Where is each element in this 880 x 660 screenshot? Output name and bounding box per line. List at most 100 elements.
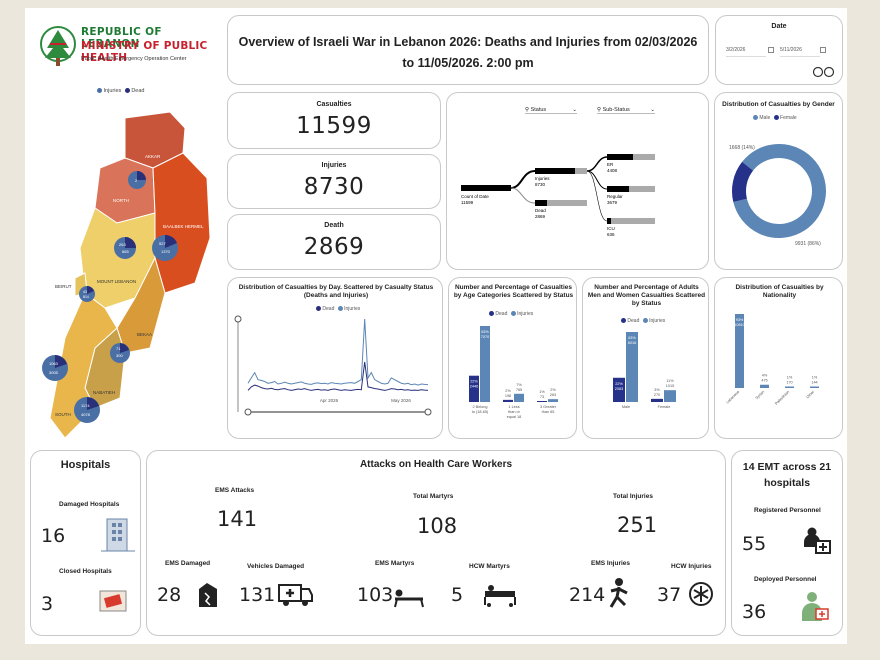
- emt-title-line1: 14 EMT across 21: [742, 461, 832, 473]
- bar-data-label: 1015: [666, 384, 674, 388]
- date-start-input[interactable]: 3/2/2026: [726, 47, 766, 57]
- adults-bar-chart: 22%2083 63%6016 Male 3%270 11%1015 Female: [613, 332, 676, 409]
- x-tick-label: Female: [658, 405, 671, 409]
- daily-chart-title: Distribution of Casualties by Day. Scatt…: [238, 284, 434, 299]
- daily-casualties-card: Distribution of Casualties by Day. Scatt…: [227, 277, 443, 439]
- bar-data-label: 144: [811, 381, 817, 385]
- legend-injuries-label: Injuries: [103, 88, 122, 94]
- x-tick-label: than or: [508, 410, 521, 414]
- ministry-line3: Public Health Emergency Operation Center: [81, 56, 187, 62]
- bar-injuries: [480, 326, 490, 402]
- x-tick-label: 2 Belong: [473, 405, 488, 409]
- hcw-injuries-value: 37: [657, 584, 682, 606]
- label-akkar: AKKAR: [145, 154, 161, 159]
- substatus-filter[interactable]: ⚲ Sub-Status ⌄: [597, 107, 655, 114]
- x-tick-label: 1 Less: [508, 405, 519, 409]
- hcw-martyrs-label: HCW Martyrs: [469, 563, 510, 570]
- lebanon-map: AKKAR NORTH BAALBEK HERMEL BEIRUT MOUNT …: [42, 111, 211, 439]
- svg-text:263: 263: [119, 242, 126, 247]
- total-martyrs-label: Total Martyrs: [413, 493, 454, 500]
- gender-male-label: 9931 (86%): [795, 241, 821, 247]
- bar-nationality: [735, 314, 744, 388]
- x-tick-label: Male: [622, 405, 630, 409]
- legend-dead-dot-4: [621, 318, 626, 324]
- substatus-filter-label: Sub-Status: [602, 107, 630, 113]
- nationality-bar-chart: 93%10810Lebanese4%475Syrian1%170Palestin…: [726, 314, 819, 406]
- total-injuries-value: 251: [617, 513, 658, 537]
- map-pie-south-coast: 1063 3005: [42, 355, 68, 381]
- line-series-injuries: [247, 318, 429, 386]
- hcw-injuries-label: HCW Injuries: [671, 563, 712, 570]
- deployed-personnel-label: Deployed Personnel: [754, 576, 817, 583]
- map-pie-baalbek: 527 1370: [152, 235, 178, 261]
- bar-data-label: 2%: [505, 389, 511, 393]
- bar-data-label: 63%: [481, 330, 489, 334]
- attacks-card: Attacks on Health Care Workers EMS Attac…: [146, 450, 726, 636]
- calendar-end-icon[interactable]: [820, 47, 826, 53]
- range-slider-handles[interactable]: [812, 66, 836, 78]
- svg-text:43: 43: [83, 290, 87, 294]
- bar-injuries: [664, 390, 676, 402]
- date-end-input[interactable]: 5/11/2026: [780, 47, 820, 57]
- ems-martyrs-value: 103: [357, 584, 394, 606]
- svg-text:300: 300: [116, 353, 123, 358]
- svg-text:Count of Date: Count of Date: [461, 194, 489, 199]
- legend-male-dot: [753, 115, 758, 121]
- emt-title-line2: hospitals: [763, 477, 811, 489]
- hospital-building-icon: [101, 518, 135, 552]
- bar-data-label: 73: [540, 395, 544, 399]
- map-pie-north: 2: [128, 171, 146, 189]
- x-tick-label: Palestinian: [774, 390, 790, 406]
- emt-card: 14 EMT across 21 hospitals Registered Pe…: [731, 450, 843, 636]
- hcw-martyrs-value: 5: [451, 584, 464, 606]
- legend-injuries-label-3: Injuries: [517, 311, 534, 317]
- svg-text:11599: 11599: [461, 200, 474, 205]
- adults-legend: Dead Injuries: [621, 318, 665, 324]
- map-panel: Injuries Dead AKKAR NORTH BAALBEK HERMEL: [25, 86, 225, 446]
- svg-text:2869: 2869: [535, 214, 546, 219]
- bar-data-label: 10810: [734, 323, 745, 327]
- x-tick-label: Lebanese: [726, 390, 741, 405]
- svg-text:1370: 1370: [161, 249, 171, 254]
- ministry-logo: REPUBLIC OF LEBANON MINISTRY OF PUBLIC H…: [39, 22, 219, 82]
- bar-nationality: [760, 384, 769, 388]
- bar-data-label: 7070: [481, 335, 489, 339]
- ems-attacks-value: 141: [217, 507, 258, 531]
- label-south: SOUTH: [55, 412, 71, 417]
- cedar-logo-icon: [40, 26, 76, 66]
- legend-dead-dot-2: [316, 306, 321, 312]
- bar-data-label: 63%: [628, 336, 636, 340]
- medic-icon: [802, 592, 829, 621]
- x-tick-label: than 65: [542, 410, 555, 414]
- bar-data-label: 475: [761, 379, 767, 383]
- vehicles-damaged-value: 131: [239, 584, 276, 606]
- bar-data-label: 22%: [470, 380, 478, 384]
- status-filter[interactable]: ⚲ Status ⌄: [525, 107, 577, 114]
- calendar-start-icon[interactable]: [768, 47, 774, 53]
- legend-injuries-label-4: Injuries: [649, 318, 666, 324]
- legend-female-label: Female: [780, 115, 797, 121]
- damaged-hospitals-value: 16: [41, 525, 66, 547]
- ministry-line1: REPUBLIC OF LEBANON: [81, 26, 162, 50]
- title-line1: Overview of Israeli War in Lebanon 2026:…: [238, 35, 698, 49]
- stretcher-person-icon: [394, 589, 424, 608]
- svg-text:3679: 3679: [607, 200, 618, 205]
- closed-hospitals-value: 3: [41, 593, 54, 615]
- nationality-chart-card: Distribution of Casualties by Nationalit…: [714, 277, 843, 439]
- bar-dead: [651, 398, 663, 402]
- ministry-line2: MINISTRY OF PUBLIC HEALTH: [81, 40, 208, 64]
- page-title: Overview of Israeli War in Lebanon 2026:…: [228, 32, 708, 74]
- legend-injuries-label-2: Injuries: [344, 306, 361, 312]
- legend-dead-dot: [124, 88, 130, 94]
- x-tick-label: May 2026: [391, 398, 411, 403]
- svg-text:ER: ER: [607, 162, 614, 167]
- label-bekaa: BEKAA: [137, 332, 152, 337]
- ems-martyrs-label: EMS Martyrs: [375, 560, 415, 567]
- svg-text:814: 814: [83, 295, 89, 299]
- nationality-chart-title: Distribution of Casualties by Nationalit…: [735, 284, 824, 299]
- daily-legend: Dead Injuries: [316, 306, 360, 312]
- date-start-value: 3/2/2026: [726, 47, 746, 53]
- closed-sign-icon: [99, 590, 127, 612]
